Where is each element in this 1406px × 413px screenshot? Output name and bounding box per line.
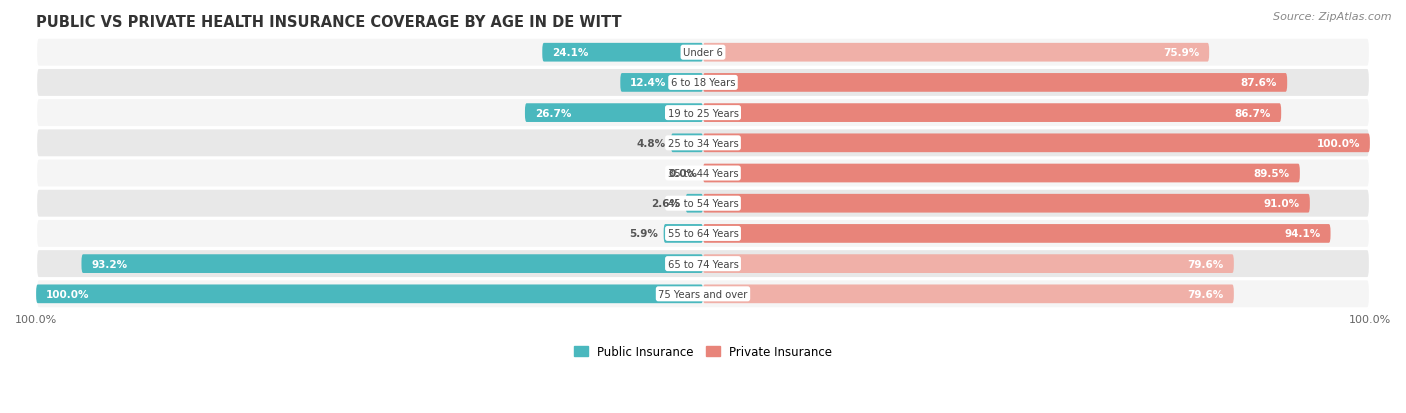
FancyBboxPatch shape (703, 285, 1234, 304)
Text: 12.4%: 12.4% (630, 78, 666, 88)
Text: 26.7%: 26.7% (534, 108, 571, 119)
Text: 75 Years and over: 75 Years and over (658, 289, 748, 299)
Text: 2.6%: 2.6% (651, 199, 681, 209)
FancyBboxPatch shape (37, 99, 1369, 128)
Text: 45 to 54 Years: 45 to 54 Years (668, 199, 738, 209)
Text: Under 6: Under 6 (683, 48, 723, 58)
Text: 55 to 64 Years: 55 to 64 Years (668, 229, 738, 239)
Legend: Public Insurance, Private Insurance: Public Insurance, Private Insurance (569, 341, 837, 363)
FancyBboxPatch shape (37, 219, 1369, 248)
Text: 100.0%: 100.0% (46, 289, 90, 299)
FancyBboxPatch shape (703, 134, 1369, 153)
FancyBboxPatch shape (37, 39, 1369, 68)
Text: 25 to 34 Years: 25 to 34 Years (668, 138, 738, 148)
FancyBboxPatch shape (703, 44, 1209, 62)
FancyBboxPatch shape (703, 195, 1310, 213)
Text: 75.9%: 75.9% (1163, 48, 1199, 58)
FancyBboxPatch shape (703, 255, 1234, 273)
Text: 89.5%: 89.5% (1254, 169, 1289, 178)
Text: 6 to 18 Years: 6 to 18 Years (671, 78, 735, 88)
Text: 100.0%: 100.0% (1316, 138, 1360, 148)
FancyBboxPatch shape (703, 164, 1301, 183)
Text: 4.8%: 4.8% (637, 138, 665, 148)
FancyBboxPatch shape (37, 159, 1369, 188)
Text: 5.9%: 5.9% (630, 229, 658, 239)
FancyBboxPatch shape (686, 195, 703, 213)
Text: PUBLIC VS PRIVATE HEALTH INSURANCE COVERAGE BY AGE IN DE WITT: PUBLIC VS PRIVATE HEALTH INSURANCE COVER… (37, 15, 621, 30)
FancyBboxPatch shape (37, 249, 1369, 278)
FancyBboxPatch shape (82, 255, 703, 273)
FancyBboxPatch shape (620, 74, 703, 93)
FancyBboxPatch shape (671, 134, 703, 153)
FancyBboxPatch shape (37, 189, 1369, 218)
Text: 19 to 25 Years: 19 to 25 Years (668, 108, 738, 119)
Text: 94.1%: 94.1% (1284, 229, 1320, 239)
Text: 86.7%: 86.7% (1234, 108, 1271, 119)
Text: 65 to 74 Years: 65 to 74 Years (668, 259, 738, 269)
Text: 91.0%: 91.0% (1264, 199, 1301, 209)
FancyBboxPatch shape (37, 285, 703, 304)
Text: 79.6%: 79.6% (1188, 259, 1223, 269)
Text: Source: ZipAtlas.com: Source: ZipAtlas.com (1274, 12, 1392, 22)
FancyBboxPatch shape (703, 74, 1286, 93)
FancyBboxPatch shape (37, 129, 1369, 158)
FancyBboxPatch shape (664, 225, 703, 243)
Text: 24.1%: 24.1% (553, 48, 589, 58)
FancyBboxPatch shape (524, 104, 703, 123)
Text: 93.2%: 93.2% (91, 259, 128, 269)
FancyBboxPatch shape (703, 104, 1281, 123)
Text: 87.6%: 87.6% (1241, 78, 1277, 88)
FancyBboxPatch shape (37, 280, 1369, 309)
FancyBboxPatch shape (703, 225, 1330, 243)
FancyBboxPatch shape (543, 44, 703, 62)
Text: 0.0%: 0.0% (669, 169, 697, 178)
Text: 79.6%: 79.6% (1188, 289, 1223, 299)
FancyBboxPatch shape (37, 69, 1369, 98)
Text: 35 to 44 Years: 35 to 44 Years (668, 169, 738, 178)
